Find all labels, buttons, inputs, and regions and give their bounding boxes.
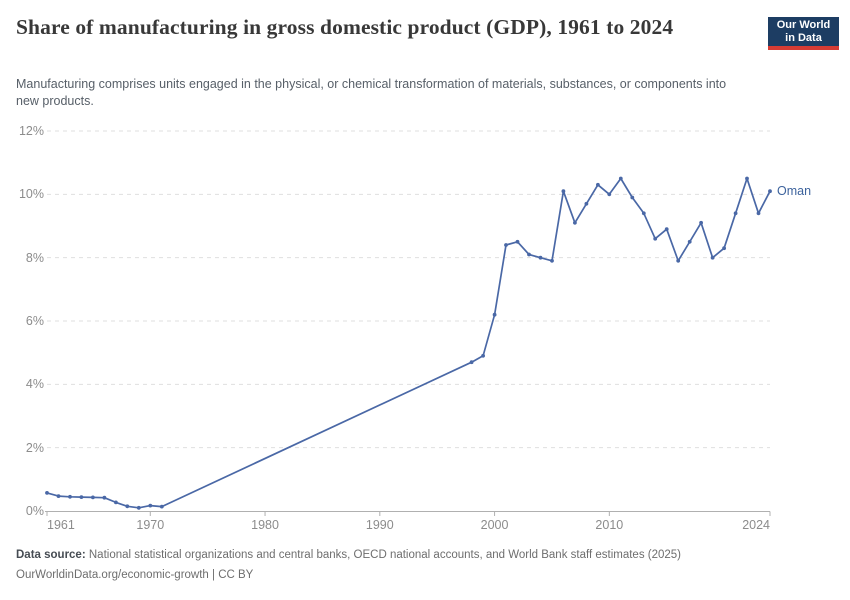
data-source-text: National statistical organizations and c… <box>88 549 682 561</box>
data-point-marker[interactable] <box>653 236 658 241</box>
data-point-marker[interactable] <box>699 220 703 225</box>
data-point-marker[interactable] <box>768 189 772 194</box>
data-point-marker[interactable] <box>114 500 118 505</box>
data-point-marker[interactable] <box>469 360 474 365</box>
x-tick-label: 2010 <box>595 518 624 532</box>
x-tick-label: 1970 <box>136 518 165 532</box>
citation-link[interactable]: OurWorldinData.org/economic-growth | CC … <box>16 569 254 581</box>
data-source-line: Data source: National statistical organi… <box>16 548 826 563</box>
owid-logo-red-bar <box>768 46 839 50</box>
data-point-marker[interactable] <box>91 495 95 500</box>
owid-logo-text: Our World in Data <box>768 17 839 46</box>
data-point-marker[interactable] <box>136 505 141 510</box>
chart-subtitle: Manufacturing comprises units engaged in… <box>16 77 727 108</box>
data-point-marker[interactable] <box>573 220 577 225</box>
data-point-marker[interactable] <box>550 258 554 263</box>
data-point-marker[interactable] <box>722 246 726 251</box>
chart-footer: Data source: National statistical organi… <box>16 548 826 583</box>
y-tick-label: 12% <box>18 124 44 138</box>
data-point-marker[interactable] <box>561 189 566 194</box>
data-point-marker[interactable] <box>630 195 635 200</box>
data-point-marker[interactable] <box>56 494 61 498</box>
page-title: Share of manufacturing in gross domestic… <box>16 15 674 39</box>
y-tick-label: 4% <box>25 377 44 392</box>
y-tick-label: 10% <box>18 187 44 202</box>
y-tick-label: 6% <box>25 314 44 328</box>
owid-logo[interactable]: Our World in Data <box>768 17 839 50</box>
x-tick-label: 1980 <box>251 518 279 532</box>
data-point-marker[interactable] <box>676 258 681 263</box>
data-point-marker[interactable] <box>538 255 543 260</box>
y-tick-label: 8% <box>25 250 44 265</box>
data-point-marker[interactable] <box>710 255 715 260</box>
data-point-marker[interactable] <box>68 494 72 499</box>
data-point-marker[interactable] <box>79 495 84 499</box>
data-point-marker[interactable] <box>745 176 749 181</box>
x-tick-label: 2024 <box>742 518 770 532</box>
data-point-marker[interactable] <box>492 312 497 317</box>
data-point-marker[interactable] <box>515 239 520 244</box>
data-point-marker[interactable] <box>148 503 153 508</box>
data-point-marker[interactable] <box>504 243 508 247</box>
x-tick-label: 1961 <box>47 518 75 532</box>
y-tick-label: 0% <box>25 504 44 518</box>
data-source-label: Data source: <box>16 549 86 561</box>
series-label-oman[interactable]: Oman <box>777 184 812 199</box>
data-point-marker[interactable] <box>641 211 646 216</box>
data-point-marker[interactable] <box>756 211 761 216</box>
data-point-marker[interactable] <box>618 176 623 181</box>
data-line-oman[interactable] <box>46 177 771 509</box>
data-point-marker[interactable] <box>664 227 669 232</box>
data-point-marker[interactable] <box>102 495 107 500</box>
data-point-marker[interactable] <box>596 182 600 187</box>
x-tick-label: 2000 <box>480 518 509 532</box>
data-point-marker[interactable] <box>733 211 738 216</box>
data-point-marker[interactable] <box>159 504 164 509</box>
x-tick-label: 1990 <box>365 518 394 532</box>
data-point-marker[interactable] <box>45 491 49 495</box>
data-point-marker[interactable] <box>481 353 485 358</box>
data-point-marker[interactable] <box>584 201 589 206</box>
data-point-marker[interactable] <box>687 239 692 244</box>
data-point-marker[interactable] <box>125 504 130 509</box>
y-tick-label: 2% <box>25 440 44 455</box>
data-point-marker[interactable] <box>527 252 531 257</box>
data-point-marker[interactable] <box>607 192 612 197</box>
